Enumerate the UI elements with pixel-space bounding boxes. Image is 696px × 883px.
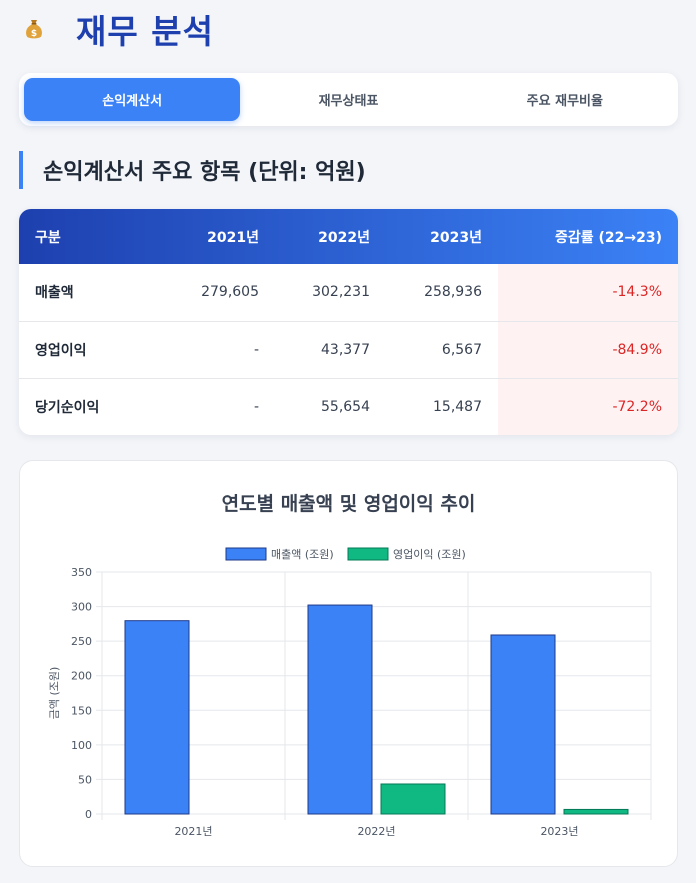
cell-value: 302,231	[312, 284, 370, 301]
tab-balance-sheet[interactable]: 재무상태표	[318, 94, 379, 109]
y-tick-label: 350	[71, 566, 92, 579]
svg-text:$: $	[31, 29, 37, 39]
bar-operating-profit	[563, 808, 629, 815]
tab-income-statement[interactable]: 손익계산서	[24, 78, 241, 121]
cell-value: 279,605	[201, 284, 259, 301]
header-change-rate: 증감률 (22→23)	[554, 229, 662, 246]
cell-change-rate: -72.2%	[498, 378, 678, 435]
income-statement-table-card: 구분 2021년 2022년 2023년 증감률 (22→23) 매출액 279…	[19, 209, 678, 435]
income-statement-table: 구분 2021년 2022년 2023년 증감률 (22→23) 매출액 279…	[19, 209, 678, 435]
row-label: 당기순이익	[35, 399, 100, 416]
cell-value: 15,487	[433, 398, 482, 415]
y-axis-title: 금액 (조원)	[48, 667, 61, 720]
table-row: 매출액 279,605 302,231 258,936 -14.3%	[19, 264, 678, 321]
cell-change-rate: -84.9%	[498, 321, 678, 378]
legend-label: 매출액 (조원)	[271, 548, 334, 561]
y-tick-label: 50	[78, 773, 92, 786]
x-tick-label: 2023년	[540, 825, 578, 838]
table-row: 당기순이익 - 55,654 15,487 -72.2%	[19, 378, 678, 435]
chart-title: 연도별 매출액 및 영업이익 추이	[221, 493, 476, 515]
x-tick-label: 2021년	[174, 825, 212, 838]
bar-operating-profit	[380, 783, 446, 815]
section-title: 손익계산서 주요 항목 (단위: 억원)	[19, 151, 366, 189]
y-tick-label: 200	[71, 670, 92, 683]
cell-value: 55,654	[321, 398, 370, 415]
revenue-profit-bar-chart: 0 50 100 150 200 250 300 350 2021년 2022년 2023년 금액 (…	[48, 547, 652, 838]
chart-card: 연도별 매출액 및 영업이익 추이 0 50 100 150 200 250 300 350 2…	[19, 460, 678, 867]
cell-value: 258,936	[424, 284, 482, 301]
bar-revenue	[124, 620, 190, 815]
bar-revenue	[307, 604, 373, 815]
money-bag-icon: $	[22, 17, 46, 41]
legend-swatch	[225, 547, 267, 561]
y-tick-label: 100	[71, 739, 92, 752]
tab-bar: 손익계산서 재무상태표 주요 재무비율	[19, 73, 678, 126]
cell-value: 43,377	[321, 341, 370, 358]
cell-value: -	[253, 341, 259, 358]
legend-swatch	[347, 547, 389, 561]
cell-value: 6,567	[441, 341, 482, 358]
cell-change-rate: -14.3%	[498, 264, 678, 321]
tab-financial-ratios[interactable]: 주요 재무비율	[526, 94, 603, 109]
y-tick-label: 0	[85, 808, 92, 821]
header-2021: 2021년	[207, 229, 259, 246]
y-tick-label: 250	[71, 635, 92, 648]
cell-value: -	[253, 398, 259, 415]
y-tick-label: 300	[71, 601, 92, 614]
header-2022: 2022년	[318, 229, 370, 246]
table-header-row: 구분 2021년 2022년 2023년 증감률 (22→23)	[19, 209, 678, 264]
header-2023: 2023년	[430, 229, 482, 246]
legend-label: 영업이익 (조원)	[393, 548, 466, 561]
y-tick-label: 150	[71, 704, 92, 717]
table-row: 영업이익 - 43,377 6,567 -84.9%	[19, 321, 678, 378]
page-title: 재무 분석	[76, 12, 214, 51]
header-category: 구분	[35, 229, 61, 246]
bar-revenue	[490, 634, 556, 815]
row-label: 영업이익	[35, 342, 87, 359]
page-header: $ 재무 분석	[22, 8, 214, 51]
row-label: 매출액	[35, 285, 74, 302]
x-tick-label: 2022년	[357, 825, 395, 838]
